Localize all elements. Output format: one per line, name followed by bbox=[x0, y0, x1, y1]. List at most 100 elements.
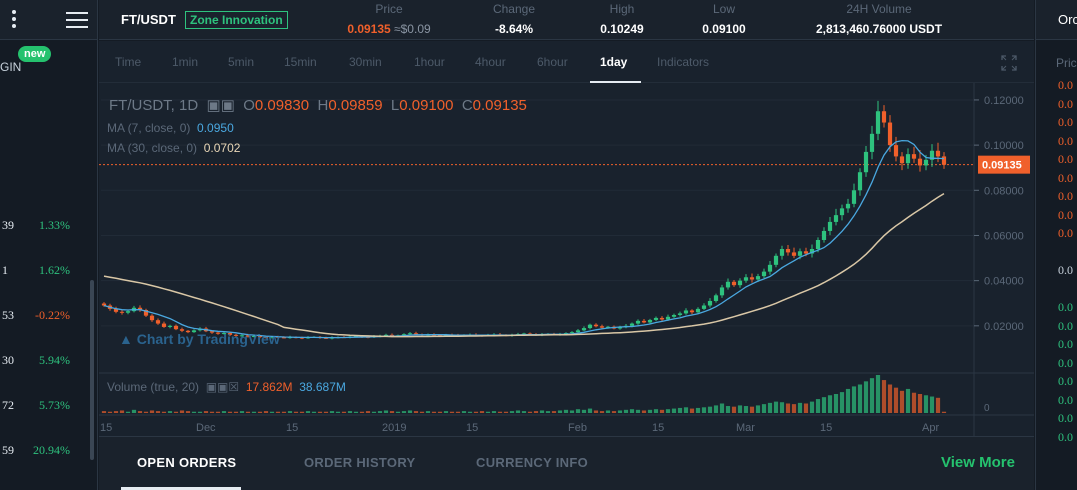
timeframe-5min[interactable]: 5min bbox=[228, 55, 255, 69]
candle-body bbox=[113, 308, 119, 312]
orderbook-row[interactable]: 0.0 bbox=[1058, 374, 1073, 388]
timeframe-4hour[interactable]: 4hour bbox=[475, 55, 506, 69]
candle-body bbox=[737, 280, 743, 286]
candle-body bbox=[587, 324, 593, 329]
volume-bar bbox=[473, 411, 479, 413]
candle-body bbox=[221, 333, 227, 335]
orderbook-row[interactable]: 0.0 bbox=[1058, 337, 1073, 351]
price-value: 0.09135 bbox=[347, 22, 391, 36]
timeframe-toolbar: Time 1min 5min 15min 30min 1hour 4hour 6hour 1da… bbox=[99, 41, 1034, 83]
orderbook-row[interactable]: 0.0 bbox=[1058, 355, 1073, 370]
candlestick-chart[interactable]: 0.12000 0.10000 0.08000 0.06000 0.04000 0.020… bbox=[99, 83, 1034, 436]
candle-body bbox=[245, 335, 251, 337]
candle-body bbox=[215, 332, 221, 334]
market-row-price: 59 bbox=[2, 443, 14, 457]
orderbook-row[interactable] bbox=[1058, 245, 1073, 264]
candle-body bbox=[707, 300, 713, 306]
market-row-change: 5.73% bbox=[39, 398, 70, 412]
market-row[interactable]: 1 1.62% bbox=[0, 255, 98, 300]
candle-body bbox=[173, 325, 179, 330]
candle-body bbox=[389, 334, 395, 336]
orderbook-title[interactable]: Orc bbox=[1036, 0, 1077, 40]
candle-body bbox=[809, 249, 815, 254]
time-tick-label: 15 bbox=[466, 422, 478, 434]
market-row[interactable]: 30 5.94% bbox=[0, 345, 98, 390]
candle-body bbox=[713, 295, 719, 301]
market-row-price: 53 bbox=[2, 308, 14, 322]
timeframe-indicators[interactable]: Indicators bbox=[657, 55, 710, 69]
orderbook-row[interactable]: 0.0 bbox=[1058, 411, 1073, 425]
timeframe-30min[interactable]: 30min bbox=[349, 55, 382, 69]
volume-bar bbox=[503, 411, 509, 413]
orderbook-row[interactable]: 0.0 bbox=[1058, 152, 1073, 166]
orderbook-row[interactable]: 0.0 bbox=[1058, 318, 1073, 333]
volume-bar bbox=[347, 411, 353, 413]
left-scrollbar[interactable] bbox=[90, 280, 94, 460]
timeframe-1min[interactable]: 1min bbox=[172, 55, 199, 69]
candle-body bbox=[701, 305, 707, 309]
orderbook-row[interactable]: 0.0 bbox=[1058, 133, 1073, 148]
tab-order-history[interactable]: ORDER HISTORY bbox=[304, 455, 416, 470]
orderbook-row[interactable]: 0.0 bbox=[1058, 78, 1073, 92]
candle-body bbox=[437, 335, 443, 337]
timeframe-1hour[interactable]: 1hour bbox=[414, 55, 445, 69]
volume-bar bbox=[665, 409, 671, 413]
orderbook-row[interactable]: 0.0 bbox=[1058, 226, 1073, 240]
pair-name[interactable]: FT/USDT bbox=[121, 12, 176, 27]
orderbook-row[interactable]: 0.0 bbox=[1058, 392, 1073, 407]
volume-bar bbox=[749, 406, 755, 413]
candle-body bbox=[929, 150, 935, 160]
market-row[interactable]: 59 20.94% bbox=[0, 435, 98, 480]
candle-body bbox=[851, 190, 857, 204]
time-tick-label: Feb bbox=[568, 422, 587, 434]
volume-bar bbox=[689, 408, 695, 413]
change-stat: Change -8.64% bbox=[479, 2, 549, 36]
candle-body bbox=[137, 307, 143, 311]
volume-bar bbox=[245, 411, 251, 413]
tab-currency-info[interactable]: CURRENCY INFO bbox=[476, 455, 589, 470]
margin-label[interactable]: GIN bbox=[0, 60, 22, 74]
orderbook-row[interactable]: 0.0 bbox=[1058, 96, 1073, 111]
chart-container[interactable]: Time 1min 5min 15min 30min 1hour 4hour 6hour 1da… bbox=[99, 41, 1034, 436]
tab-open-orders[interactable]: OPEN ORDERS bbox=[137, 455, 237, 470]
orderbook-row[interactable]: 0.0 bbox=[1058, 263, 1073, 277]
volume-bar bbox=[875, 375, 881, 413]
candle-body bbox=[815, 239, 821, 250]
volume-bar bbox=[533, 411, 539, 413]
market-row[interactable]: 53 -0.22% bbox=[0, 300, 98, 345]
hamburger-menu-icon[interactable] bbox=[66, 12, 88, 28]
volume-bar bbox=[761, 404, 767, 413]
view-more-link[interactable]: View More bbox=[941, 454, 1015, 471]
fullscreen-icon[interactable] bbox=[1001, 55, 1017, 71]
orderbook-row[interactable]: 0.0 bbox=[1058, 300, 1073, 314]
price-tick-label: 0.10000 bbox=[984, 140, 1024, 152]
orderbook-row[interactable]: 0.0 bbox=[1058, 189, 1073, 203]
market-row-change: -0.22% bbox=[35, 308, 70, 322]
volume-bar bbox=[179, 410, 185, 413]
orderbook-row[interactable]: 0.0 bbox=[1058, 429, 1073, 444]
timeframe-time[interactable]: Time bbox=[115, 55, 142, 69]
tradingview-watermark: ▲ Chart by TradingView bbox=[119, 331, 280, 347]
timeframe-1day[interactable]: 1day bbox=[600, 55, 628, 69]
volume-bar bbox=[701, 407, 707, 413]
left-panel: new GIN 39 1.33% 1 1.62% 53 -0.22% 30 5.94% 72 5.… bbox=[0, 0, 98, 490]
candle-body bbox=[743, 277, 749, 281]
volume-bar bbox=[101, 411, 107, 413]
kebab-menu-icon[interactable] bbox=[8, 8, 20, 32]
candle-body bbox=[791, 252, 797, 256]
orderbook-row[interactable]: 0.0 bbox=[1058, 207, 1073, 222]
orderbook-row[interactable] bbox=[1058, 282, 1073, 301]
timeframe-6hour[interactable]: 6hour bbox=[537, 55, 568, 69]
volume-bar bbox=[725, 406, 731, 413]
candle-body bbox=[779, 249, 785, 256]
volume-bar bbox=[479, 411, 485, 413]
orderbook-row[interactable]: 0.0 bbox=[1058, 170, 1073, 185]
volume-bar bbox=[113, 411, 119, 413]
volume-bar bbox=[425, 411, 431, 413]
market-row[interactable]: 72 5.73% bbox=[0, 390, 98, 435]
orderbook-row[interactable]: 0.0 bbox=[1058, 115, 1073, 129]
timeframe-15min[interactable]: 15min bbox=[284, 55, 317, 69]
orderbook-price-header: Pric bbox=[1056, 56, 1077, 70]
volume-bar bbox=[143, 411, 149, 413]
market-row[interactable]: 39 1.33% bbox=[0, 210, 98, 255]
